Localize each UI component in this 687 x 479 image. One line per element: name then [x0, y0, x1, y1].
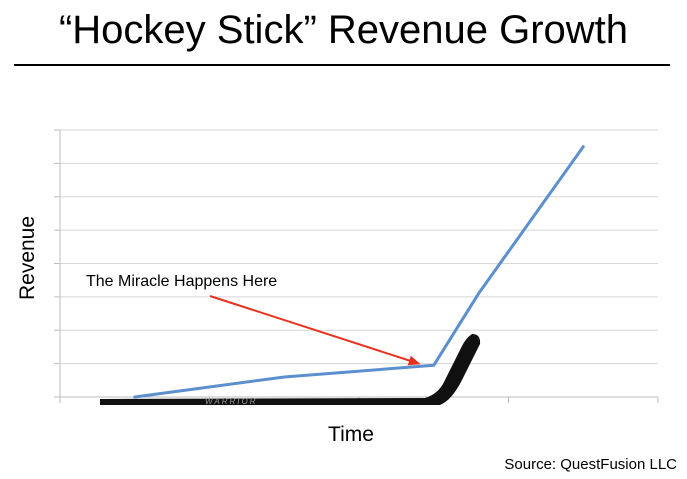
- stick-brand-text: WARRIOR: [205, 397, 258, 406]
- axes: [54, 129, 659, 403]
- title-underline: [14, 64, 670, 66]
- annotation: The Miracle Happens Here: [86, 273, 421, 366]
- annotation-label: The Miracle Happens Here: [86, 273, 277, 290]
- hockey-stick-shaft: [100, 334, 481, 405]
- grid-lines: [60, 129, 658, 365]
- y-axis-label: Revenue: [16, 215, 39, 301]
- source-credit: Source: QuestFusion LLC: [504, 456, 677, 473]
- revenue-line: [133, 145, 585, 399]
- annotation-arrow: [209, 295, 421, 366]
- x-axis-label: Time: [328, 423, 374, 446]
- hockey-stick-image: WARRIOR: [100, 334, 481, 406]
- chart-title: “Hockey Stick” Revenue Growth: [58, 8, 629, 52]
- revenue-series: [133, 145, 585, 399]
